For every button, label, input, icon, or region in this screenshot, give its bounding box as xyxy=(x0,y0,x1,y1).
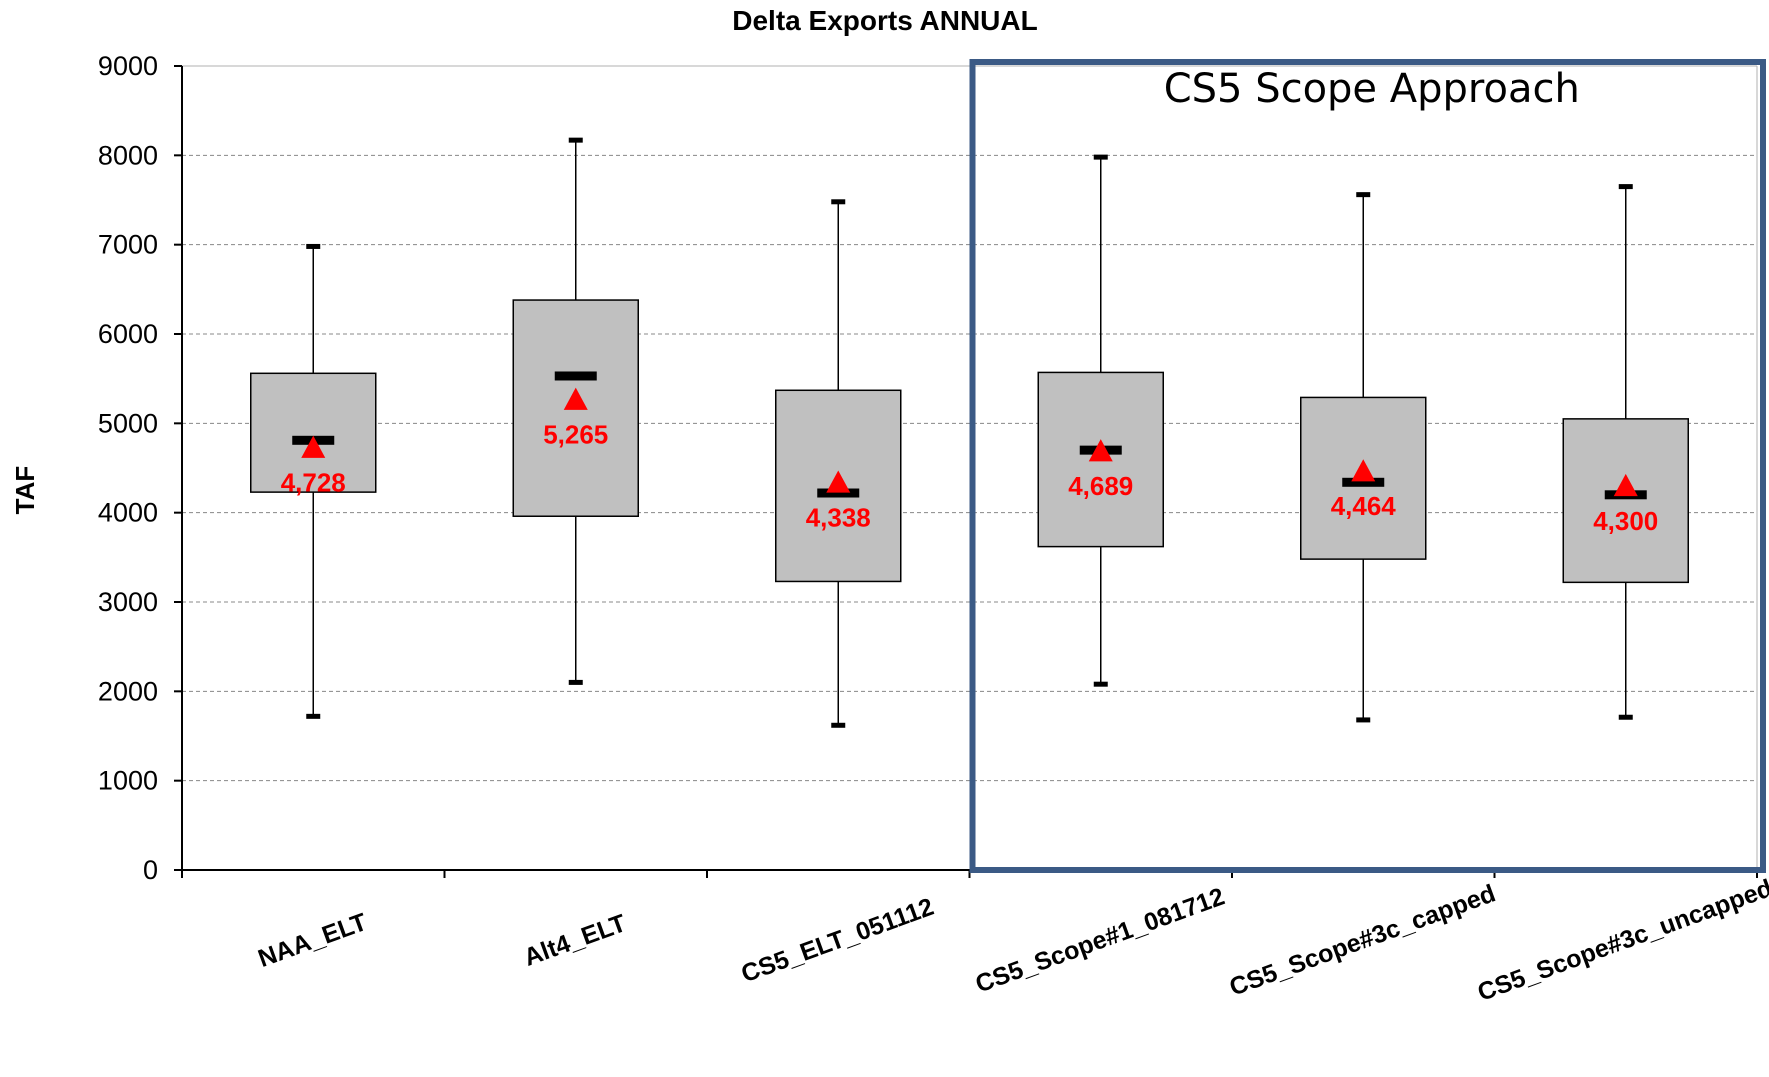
median-bar xyxy=(555,371,597,380)
mean-label: 4,338 xyxy=(806,502,871,532)
box-cs5-scope-1-081712: 4,689 xyxy=(1038,157,1163,684)
y-tick-label: 6000 xyxy=(98,319,158,349)
mean-label: 5,265 xyxy=(543,420,608,450)
mean-label: 4,464 xyxy=(1331,491,1397,521)
box-alt4-elt: 5,265 xyxy=(513,140,638,682)
y-tick-label: 3000 xyxy=(98,587,158,617)
box-naa-elt: 4,728 xyxy=(251,246,376,716)
y-tick-label: 5000 xyxy=(98,408,158,438)
y-tick-label: 1000 xyxy=(98,766,158,796)
mean-label: 4,728 xyxy=(281,468,346,498)
scope-callout-label: CS5 Scope Approach xyxy=(1164,66,1580,112)
chart-title: Delta Exports ANNUAL xyxy=(732,5,1037,36)
x-category-label: CS5_Scope#3c_capped xyxy=(1226,879,1499,1001)
x-category-label: CS5_Scope#3c_uncapped xyxy=(1474,874,1769,1007)
box-cs5-scope-3c-uncapped: 4,300 xyxy=(1563,187,1688,718)
axes: 0 1000 2000 3000 4000 5000 6000 7000 8000 9000 NAA… xyxy=(98,51,1769,1007)
box-cs5-elt-051112: 4,338 xyxy=(776,202,901,725)
iqr-box xyxy=(1563,419,1688,582)
y-tick-label: 7000 xyxy=(98,230,158,260)
mean-label: 4,300 xyxy=(1593,506,1658,536)
y-tick-label: 0 xyxy=(143,855,158,885)
y-tick-label: 9000 xyxy=(98,51,158,81)
x-category-label: CS5_Scope#1_081712 xyxy=(972,882,1228,998)
x-category-label: CS5_ELT_051112 xyxy=(738,893,938,989)
mean-label: 4,689 xyxy=(1068,471,1133,501)
box-cs5-scope-3c-capped: 4,464 xyxy=(1301,195,1426,720)
y-tick-label: 4000 xyxy=(98,498,158,528)
x-category-label: NAA_ELT xyxy=(254,908,370,973)
y-tick-label: 2000 xyxy=(98,676,158,706)
y-axis-label: TAF xyxy=(10,466,40,515)
x-category-label: Alt4_ELT xyxy=(520,909,630,972)
y-tick-label: 8000 xyxy=(98,140,158,170)
